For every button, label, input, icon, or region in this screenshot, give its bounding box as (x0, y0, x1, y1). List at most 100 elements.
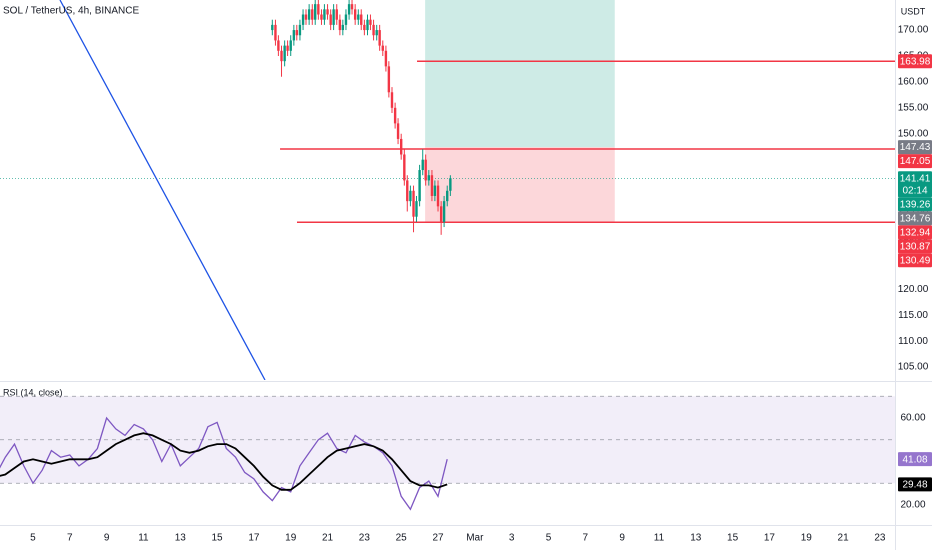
candle-body (412, 190, 415, 217)
candle-body (320, 14, 323, 20)
candle-body (427, 175, 431, 181)
candle-body (286, 45, 289, 51)
x-tick-label: 9 (104, 533, 110, 544)
candle-body (393, 107, 397, 124)
candle-body (363, 24, 366, 31)
rsi-tick-label: 60.00 (900, 413, 925, 424)
x-tick-label: 5 (30, 533, 36, 544)
candle-body (332, 9, 335, 25)
x-tick-label: Mar (466, 533, 484, 544)
x-tick-label: 7 (67, 533, 73, 544)
candle-body (314, 4, 317, 20)
countdown-label: 02:14 (902, 185, 927, 196)
position-loss-zone (425, 147, 615, 223)
x-tick-label: 19 (801, 533, 813, 544)
x-tick-label: 11 (654, 533, 665, 544)
candle-body (421, 159, 424, 171)
candle-body (375, 30, 378, 36)
price-badge-label: 163.98 (900, 56, 931, 67)
price-badge (898, 171, 932, 198)
candle-body (418, 170, 421, 202)
candle-body (329, 14, 332, 25)
candle-body (326, 9, 329, 15)
candle-body (274, 24, 277, 41)
y-tick-label: 120.00 (898, 284, 929, 295)
candle-body (301, 14, 305, 25)
price-badge-label: 134.76 (900, 213, 931, 224)
rsi-badge (898, 452, 932, 467)
x-tick-label: 23 (874, 533, 886, 544)
candle-body (399, 138, 403, 155)
y-tick-label: 115.00 (898, 310, 928, 321)
candle-body (436, 185, 440, 207)
candle-body (353, 9, 357, 20)
x-tick-label: 7 (583, 533, 589, 544)
candle-body (277, 40, 280, 51)
price-badge-label: 141.41 (900, 173, 931, 184)
y-tick-label: 170.00 (898, 25, 929, 36)
candle-body (338, 19, 342, 31)
rsi-badge-label: 29.48 (902, 480, 927, 491)
x-tick-label: 19 (285, 533, 297, 544)
candle-body (433, 185, 437, 196)
chart-title: SOL / TetherUS, 4h, BINANCE (3, 6, 139, 17)
candle-body (280, 50, 283, 62)
x-tick-label: 13 (175, 533, 187, 544)
candle-body (360, 14, 363, 25)
price-badge-label: 147.43 (900, 142, 931, 153)
candle-body (341, 24, 345, 31)
price-badge (898, 239, 932, 254)
candle-body (304, 14, 308, 20)
candle-body (357, 14, 360, 20)
x-tick-label: 3 (509, 533, 515, 544)
candle-body (292, 30, 296, 41)
rsi-badge (898, 477, 932, 492)
price-badge-label: 139.26 (900, 199, 931, 210)
y-tick-label: 110.00 (898, 336, 928, 347)
y-tick-label: 160.00 (898, 77, 929, 88)
x-tick-label: 9 (619, 533, 625, 544)
candle-body (449, 178, 452, 191)
x-tick-label: 11 (138, 533, 149, 544)
candle-body (439, 206, 443, 222)
candle-body (271, 24, 274, 31)
candle-body (344, 14, 348, 25)
trend-line (59, 0, 266, 380)
x-tick-label: 21 (322, 533, 334, 544)
x-tick-label: 17 (764, 533, 776, 544)
y-tick-label: 150.00 (898, 128, 929, 139)
x-tick-label: 5 (546, 533, 552, 544)
price-badge-label: 130.49 (900, 255, 931, 266)
candle-body (384, 50, 388, 67)
candle-body (350, 4, 354, 10)
rsi-tick-label: 20.00 (900, 500, 925, 511)
candle-body (396, 123, 400, 139)
rsi-title: RSI (14, close) (3, 387, 63, 397)
candle-body (430, 175, 434, 196)
x-tick-label: 13 (690, 533, 702, 544)
candle-body (347, 4, 351, 15)
candle-body (298, 24, 302, 36)
x-tick-label: 27 (432, 533, 444, 544)
candle-body (295, 30, 298, 36)
candle-body (369, 19, 372, 25)
candle-body (403, 154, 406, 181)
candle-body (283, 45, 286, 62)
unit-label: USDT (901, 6, 926, 16)
rsi-pane (0, 395, 895, 511)
rsi-line (0, 432, 448, 491)
candle-body (409, 190, 412, 202)
x-tick-label: 15 (727, 533, 739, 544)
x-tick-label: 15 (212, 533, 224, 544)
y-tick-label: 105.00 (898, 362, 929, 373)
price-badge (898, 197, 932, 212)
x-tick-label: 23 (359, 533, 371, 544)
price-badge-label: 132.94 (900, 227, 931, 238)
x-tick-label: 25 (396, 533, 408, 544)
candle-body (387, 66, 391, 93)
x-tick-label: 21 (838, 533, 850, 544)
position-profit-zone (425, 0, 615, 148)
candle-body (381, 45, 384, 51)
price-badge-label: 130.87 (900, 241, 931, 252)
